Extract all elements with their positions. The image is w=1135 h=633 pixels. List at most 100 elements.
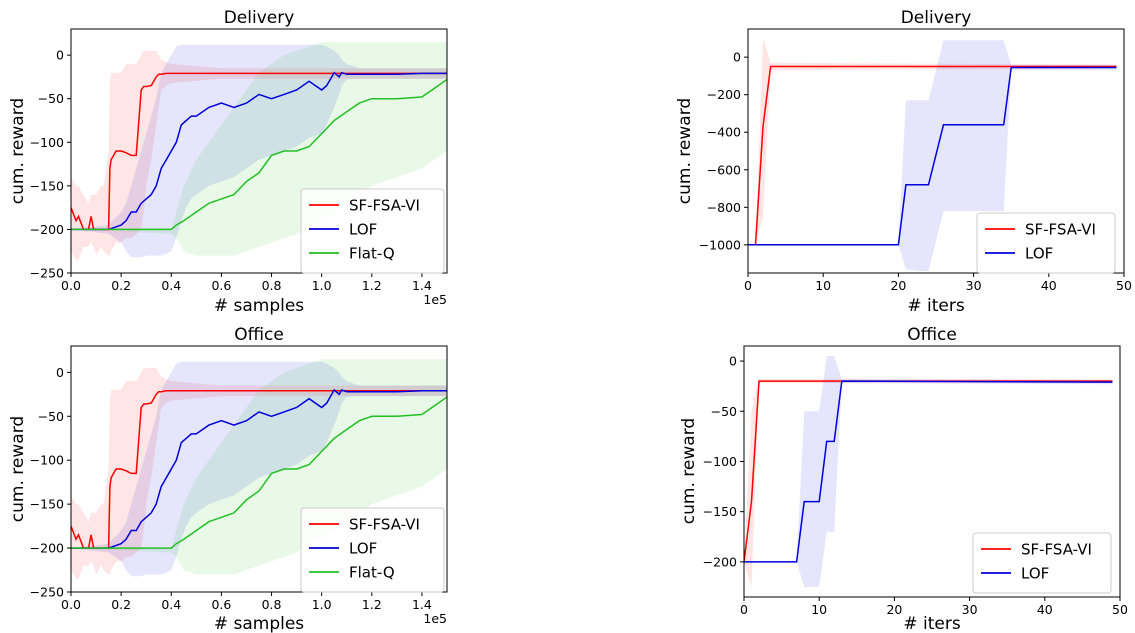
x-tick-label: 40 bbox=[1041, 278, 1057, 293]
y-tick-label: −200 bbox=[30, 541, 64, 556]
legend-label-sf-fsa-vi: SF-FSA-VI bbox=[349, 197, 420, 215]
y-tick-label: −1000 bbox=[699, 237, 741, 252]
plot-frame bbox=[70, 345, 448, 593]
y-tick-label: 0 bbox=[729, 354, 737, 369]
band-sf-fsa-vi bbox=[71, 368, 447, 579]
plot-frame bbox=[747, 28, 1125, 274]
y-tick-label: −250 bbox=[30, 266, 64, 281]
x-axis-ticks: 0 10 20 30 40 50 bbox=[744, 273, 1132, 293]
legend: SF-FSA-VI LOF Flat-Q bbox=[300, 188, 445, 274]
x-tick-label: 0.0 bbox=[61, 597, 81, 612]
series-lines bbox=[744, 380, 1113, 563]
x-tick-label: 1.4 bbox=[412, 278, 432, 293]
y-axis-label: cum. reward bbox=[8, 98, 28, 204]
y-tick-label: 0 bbox=[733, 50, 741, 65]
x-axis-label: # samples bbox=[214, 296, 304, 316]
legend-label-lof: LOF bbox=[349, 540, 377, 558]
x-tick-label: 0.2 bbox=[111, 597, 131, 612]
y-axis-ticks: −250 −200 −150 −100 −50 0 bbox=[30, 365, 71, 600]
line-lof bbox=[748, 66, 1117, 246]
x-tick-label: 30 bbox=[966, 278, 982, 293]
y-axis-label: cum. reward bbox=[675, 98, 695, 204]
x-axis-label: # samples bbox=[214, 614, 304, 633]
panel-title: Office bbox=[907, 325, 957, 345]
line-sf-fsa-vi bbox=[71, 390, 447, 549]
x-tick-label: 30 bbox=[962, 602, 978, 617]
x-tick-label: 50 bbox=[1112, 602, 1128, 617]
x-tick-label: 0.8 bbox=[262, 597, 282, 612]
x-offset-label: 1e5 bbox=[423, 292, 447, 307]
x-axis-ticks: 0.0 0.2 0.4 0.6 0.8 1.0 1.2 1.4 bbox=[61, 592, 432, 612]
legend-label-sf-fsa-vi: SF-FSA-VI bbox=[349, 516, 420, 534]
panel-delivery-iters: Delivery 0 10 20 30 40 50 −1000 −800 −600 −400 −2… bbox=[675, 8, 1132, 316]
series-lines bbox=[71, 388, 447, 549]
x-tick-label: 1.2 bbox=[362, 278, 382, 293]
series-lines bbox=[71, 71, 447, 231]
y-tick-label: −600 bbox=[707, 162, 741, 177]
legend: SF-FSA-VI LOF Flat-Q bbox=[300, 507, 445, 593]
legend-label-flat-q: Flat-Q bbox=[349, 564, 395, 582]
x-tick-label: 50 bbox=[1116, 278, 1132, 293]
y-tick-label: −50 bbox=[38, 91, 64, 106]
x-tick-label: 0.6 bbox=[211, 278, 231, 293]
panel-office-samples: Office 0.0 0.2 0.4 0.6 0.8 1.0 1.2 1.4 −250 −200… bbox=[8, 325, 448, 633]
y-tick-label: −200 bbox=[703, 554, 737, 569]
x-tick-label: 20 bbox=[890, 278, 906, 293]
x-tick-label: 0 bbox=[744, 278, 752, 293]
x-tick-label: 0.6 bbox=[211, 597, 231, 612]
y-tick-label: −50 bbox=[711, 404, 737, 419]
band-sf-fsa-vi bbox=[71, 50, 447, 260]
line-flat-q bbox=[71, 396, 447, 549]
legend-box bbox=[972, 532, 1112, 594]
band-lof bbox=[748, 40, 1117, 272]
x-tick-label: 10 bbox=[815, 278, 831, 293]
panel-title: Delivery bbox=[224, 8, 295, 28]
y-tick-label: −150 bbox=[30, 497, 64, 512]
x-axis-ticks: 0 10 20 30 40 50 bbox=[740, 597, 1128, 617]
y-tick-label: 0 bbox=[56, 48, 64, 63]
legend-label-sf-fsa-vi: SF-FSA-VI bbox=[1025, 221, 1096, 239]
line-lof bbox=[744, 380, 1113, 563]
x-tick-label: 0 bbox=[740, 602, 748, 617]
y-axis-ticks: −200 −150 −100 −50 0 bbox=[703, 354, 744, 569]
series-lines bbox=[748, 65, 1117, 246]
panel-delivery-samples: Delivery 0.0 0.2 0.4 0.6 0.8 1.0 1.2 1.4 −250−2… bbox=[8, 8, 448, 316]
legend: SF-FSA-VI LOF bbox=[976, 212, 1116, 274]
line-flat-q bbox=[71, 78, 447, 231]
legend-label-lof: LOF bbox=[1021, 565, 1049, 583]
legend-box bbox=[300, 188, 445, 274]
y-tick-label: −100 bbox=[30, 135, 64, 150]
x-tick-label: 0.4 bbox=[161, 597, 181, 612]
x-tick-label: 40 bbox=[1037, 602, 1053, 617]
panel-title: Office bbox=[234, 325, 284, 345]
line-lof bbox=[71, 71, 447, 231]
y-axis-label: cum. reward bbox=[679, 418, 699, 524]
line-sf-fsa-vi bbox=[754, 65, 1117, 245]
confidence-bands bbox=[748, 38, 1117, 272]
confidence-bands bbox=[71, 359, 447, 579]
y-tick-label: −150 bbox=[703, 504, 737, 519]
y-tick-label: −800 bbox=[707, 200, 741, 215]
legend: SF-FSA-VI LOF bbox=[972, 532, 1112, 594]
confidence-bands bbox=[71, 42, 447, 260]
x-axis-ticks: 0.0 0.2 0.4 0.6 0.8 1.0 1.2 1.4 bbox=[61, 273, 432, 293]
y-tick-label: 0 bbox=[56, 365, 64, 380]
y-tick-label: −100 bbox=[30, 453, 64, 468]
x-tick-label: 10 bbox=[811, 602, 827, 617]
band-lof bbox=[71, 361, 447, 577]
legend-box bbox=[300, 507, 445, 593]
band-lof bbox=[744, 356, 1113, 587]
y-tick-label: −100 bbox=[703, 454, 737, 469]
legend-label-sf-fsa-vi: SF-FSA-VI bbox=[1021, 541, 1092, 559]
y-axis-ticks: −250 −200 −150 −100 −50 0 bbox=[30, 48, 71, 281]
y-tick-label: −50 bbox=[38, 409, 64, 424]
legend-label-lof: LOF bbox=[1025, 245, 1053, 263]
y-axis-ticks: −1000 −800 −600 −400 −200 0 bbox=[699, 50, 748, 252]
y-tick-label: −200 bbox=[30, 222, 64, 237]
x-tick-label: 1.0 bbox=[312, 278, 332, 293]
plot-frame bbox=[743, 345, 1121, 598]
x-tick-label: 1.2 bbox=[362, 597, 382, 612]
x-axis-label: # iters bbox=[907, 296, 964, 316]
legend-box bbox=[976, 212, 1116, 274]
